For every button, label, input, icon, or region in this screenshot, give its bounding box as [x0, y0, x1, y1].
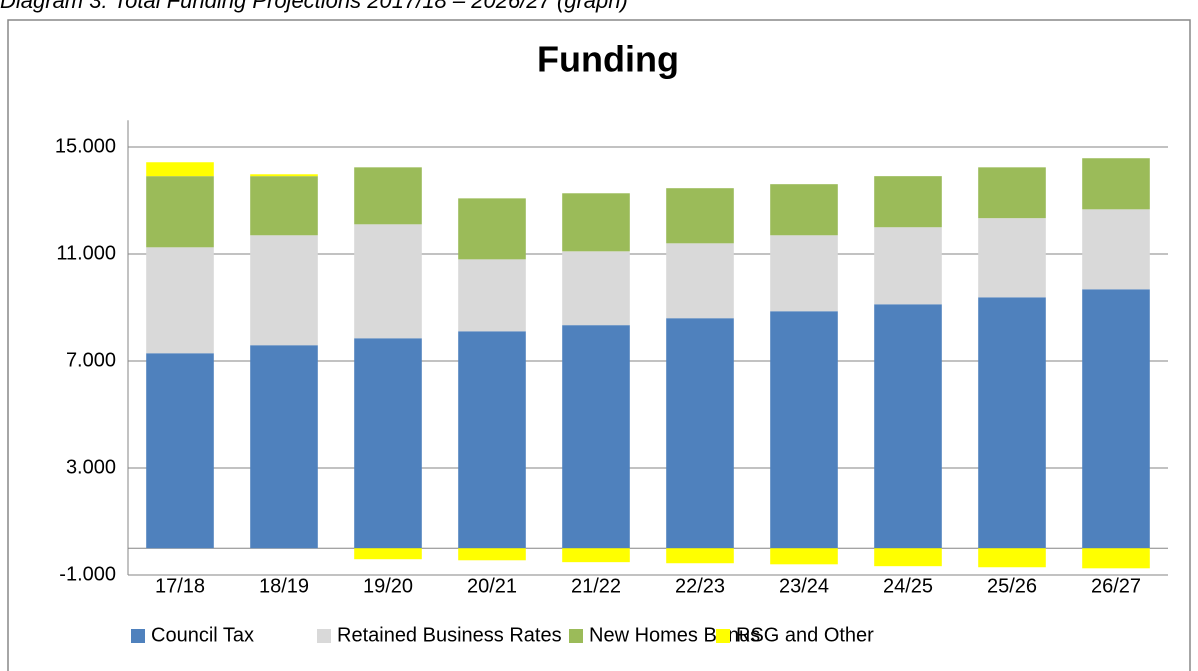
x-tick-label: 21/22 — [571, 575, 621, 597]
bar-segment — [1082, 158, 1150, 210]
x-tick-label: 22/23 — [675, 575, 725, 597]
x-tick-label: 17/18 — [155, 575, 205, 597]
bar-segment — [1082, 289, 1150, 549]
x-tick-label: 23/24 — [779, 575, 829, 597]
bar-segment — [666, 243, 734, 319]
y-tick-label: -1.000 — [59, 563, 116, 585]
bar-segment — [1082, 209, 1150, 290]
chart-frame — [7, 19, 1191, 671]
bar-segment — [874, 227, 942, 305]
bar-segment — [770, 311, 838, 549]
legend-swatch — [317, 629, 331, 643]
bar-segment — [666, 548, 734, 564]
bar-segment — [146, 176, 214, 248]
bar-segment — [770, 548, 838, 565]
bar-segment — [978, 548, 1046, 568]
bar-segment — [354, 224, 422, 339]
bar-segment — [354, 167, 422, 225]
x-tick-label: 26/27 — [1091, 575, 1141, 597]
bar-segment — [978, 218, 1046, 298]
legend-label: Council Tax — [151, 624, 254, 646]
legend-label: RSG and Other — [736, 624, 874, 646]
bar-segment — [250, 174, 318, 177]
bar-segment — [874, 304, 942, 549]
x-tick-label: 24/25 — [883, 575, 933, 597]
x-tick-label: 25/26 — [987, 575, 1037, 597]
x-tick-label: 18/19 — [259, 575, 309, 597]
bar-segment — [458, 259, 526, 332]
bar-segment — [250, 235, 318, 346]
bar-segment — [874, 548, 942, 567]
chart-title: Funding — [537, 39, 679, 80]
bar-segment — [250, 176, 318, 236]
legend-swatch — [716, 629, 730, 643]
bar-segment — [146, 353, 214, 549]
x-tick-label: 19/20 — [363, 575, 413, 597]
legend-label: New Homes Bonus — [589, 624, 760, 646]
bar-segment — [146, 247, 214, 354]
bar-segment — [978, 297, 1046, 549]
bar-segment — [354, 548, 422, 560]
bar-segment — [770, 184, 838, 236]
bar-segment — [666, 188, 734, 244]
bar-segment — [562, 251, 630, 326]
legend-swatch — [569, 629, 583, 643]
bar-segment — [458, 331, 526, 549]
bar-segment — [874, 176, 942, 228]
y-tick-label: 3.000 — [66, 456, 116, 478]
bar-segment — [562, 548, 630, 563]
y-tick-label: 11.000 — [56, 242, 116, 264]
heading: Diagram 3: Total Funding Projections 201… — [0, 0, 628, 13]
bar-segment — [354, 338, 422, 549]
bar-segment — [562, 325, 630, 549]
legend-swatch — [131, 629, 145, 643]
bar-segment — [666, 318, 734, 549]
x-tick-label: 20/21 — [467, 575, 517, 597]
y-tick-label: 15.000 — [55, 135, 116, 157]
y-tick-label: 7.000 — [66, 349, 116, 371]
bar-segment — [562, 193, 630, 252]
bar-segment — [770, 235, 838, 312]
legend-label: Retained Business Rates — [337, 624, 562, 646]
bar-segment — [1082, 548, 1150, 569]
bar-segment — [978, 167, 1046, 219]
bar-segment — [146, 162, 214, 177]
bar-segment — [250, 345, 318, 549]
bar-segment — [458, 198, 526, 260]
bar-segment — [458, 548, 526, 561]
